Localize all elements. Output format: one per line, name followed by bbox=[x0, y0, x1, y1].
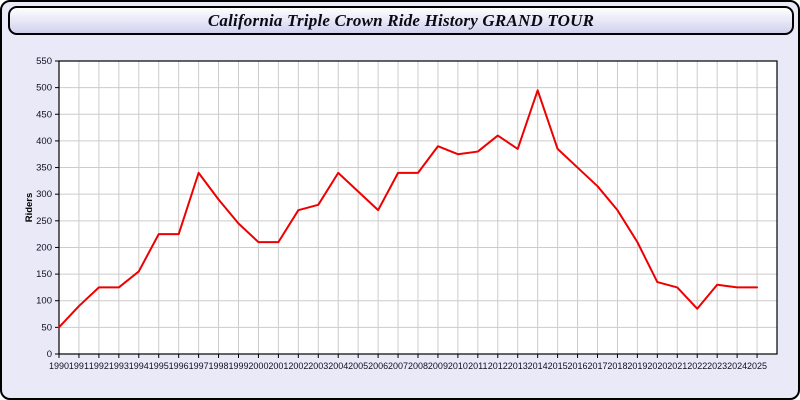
x-tick-label: 1993 bbox=[109, 361, 129, 371]
x-tick-label: 2001 bbox=[268, 361, 288, 371]
title-bar: California Triple Crown Ride History GRA… bbox=[8, 6, 794, 35]
y-tick-label: 500 bbox=[36, 83, 52, 94]
x-tick-label: 1998 bbox=[209, 361, 229, 371]
x-tick-label: 2006 bbox=[368, 361, 388, 371]
x-tick-label: 2012 bbox=[488, 361, 508, 371]
y-tick-label: 250 bbox=[36, 216, 52, 227]
x-tick-label: 2010 bbox=[448, 361, 468, 371]
x-tick-label: 1990 bbox=[49, 361, 69, 371]
x-tick-label: 2019 bbox=[627, 361, 647, 371]
y-tick-label: 100 bbox=[36, 296, 52, 307]
y-tick-label: 550 bbox=[36, 56, 52, 67]
x-tick-label: 2021 bbox=[667, 361, 687, 371]
x-tick-label: 2025 bbox=[747, 361, 767, 371]
x-tick-label: 1994 bbox=[129, 361, 149, 371]
x-tick-label: 2009 bbox=[428, 361, 448, 371]
y-tick-label: 50 bbox=[41, 322, 52, 333]
x-tick-label: 1996 bbox=[169, 361, 189, 371]
x-tick-label: 1995 bbox=[149, 361, 169, 371]
chart-title: California Triple Crown Ride History GRA… bbox=[207, 10, 595, 30]
x-tick-label: 2013 bbox=[508, 361, 528, 371]
x-tick-label: 2008 bbox=[408, 361, 428, 371]
x-tick-label: 2015 bbox=[548, 361, 568, 371]
riders-series-line bbox=[58, 89, 759, 329]
x-tick-label: 2014 bbox=[528, 361, 548, 371]
y-tick-label: 400 bbox=[36, 136, 52, 147]
y-tick-label: 350 bbox=[36, 163, 52, 174]
y-tick-label: 450 bbox=[36, 109, 52, 120]
x-tick-label: 2011 bbox=[468, 361, 487, 371]
x-tick-label: 1997 bbox=[189, 361, 209, 371]
x-tick-label: 2002 bbox=[288, 361, 308, 371]
x-tick-label: 2003 bbox=[308, 361, 328, 371]
x-tick-label: 2022 bbox=[687, 361, 707, 371]
x-tick-label: 2004 bbox=[328, 361, 348, 371]
x-tick-label: 2000 bbox=[248, 361, 268, 371]
y-tick-label: 200 bbox=[36, 242, 52, 253]
x-tick-label: 2023 bbox=[707, 361, 727, 371]
y-tick-label: 0 bbox=[47, 349, 52, 360]
x-tick-label: 2017 bbox=[587, 361, 607, 371]
y-axis-title: Riders bbox=[24, 193, 35, 223]
x-axis: 1990 1991 1992 1993 1994 1995 1996 1997 1998 1999… bbox=[49, 354, 767, 371]
x-tick-label: 2007 bbox=[388, 361, 408, 371]
x-tick-label: 2018 bbox=[607, 361, 627, 371]
y-tick-label: 300 bbox=[36, 189, 52, 200]
x-tick-label: 1999 bbox=[228, 361, 248, 371]
x-tick-label: 2005 bbox=[348, 361, 368, 371]
grid-lines bbox=[59, 61, 777, 354]
x-tick-label: 1992 bbox=[89, 361, 109, 371]
x-tick-label: 1991 bbox=[69, 361, 89, 371]
x-tick-label: 2016 bbox=[568, 361, 588, 371]
x-tick-label: 2020 bbox=[647, 361, 667, 371]
y-tick-label: 150 bbox=[36, 269, 52, 280]
y-axis: 0 50 100 150 200 250 300 350 400 450 500 550 bbox=[36, 56, 59, 360]
x-tick-label: 2024 bbox=[727, 361, 747, 371]
